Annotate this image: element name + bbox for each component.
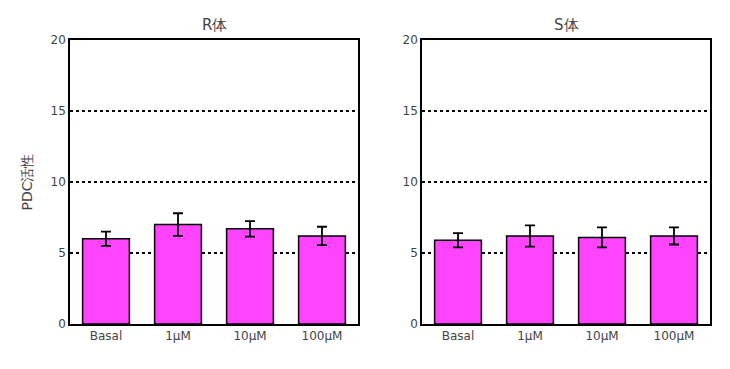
svg-text:20: 20 — [403, 33, 418, 47]
svg-text:10: 10 — [403, 175, 418, 189]
svg-text:1μM: 1μM — [165, 329, 191, 343]
svg-text:PDC活性: PDC活性 — [19, 154, 35, 211]
svg-text:Basal: Basal — [442, 329, 475, 343]
svg-text:1μM: 1μM — [517, 329, 543, 343]
svg-text:0: 0 — [58, 317, 66, 331]
svg-text:5: 5 — [410, 246, 418, 260]
svg-text:100μM: 100μM — [654, 329, 695, 343]
svg-text:10μM: 10μM — [585, 329, 618, 343]
svg-text:100μM: 100μM — [302, 329, 343, 343]
svg-text:15: 15 — [51, 104, 66, 118]
svg-text:Basal: Basal — [90, 329, 123, 343]
svg-text:10μM: 10μM — [233, 329, 266, 343]
svg-text:5: 5 — [58, 246, 66, 260]
svg-text:20: 20 — [51, 33, 66, 47]
svg-text:0: 0 — [410, 317, 418, 331]
svg-text:S体: S体 — [554, 16, 579, 34]
svg-text:15: 15 — [403, 104, 418, 118]
svg-text:R体: R体 — [202, 16, 227, 34]
svg-text:10: 10 — [51, 175, 66, 189]
